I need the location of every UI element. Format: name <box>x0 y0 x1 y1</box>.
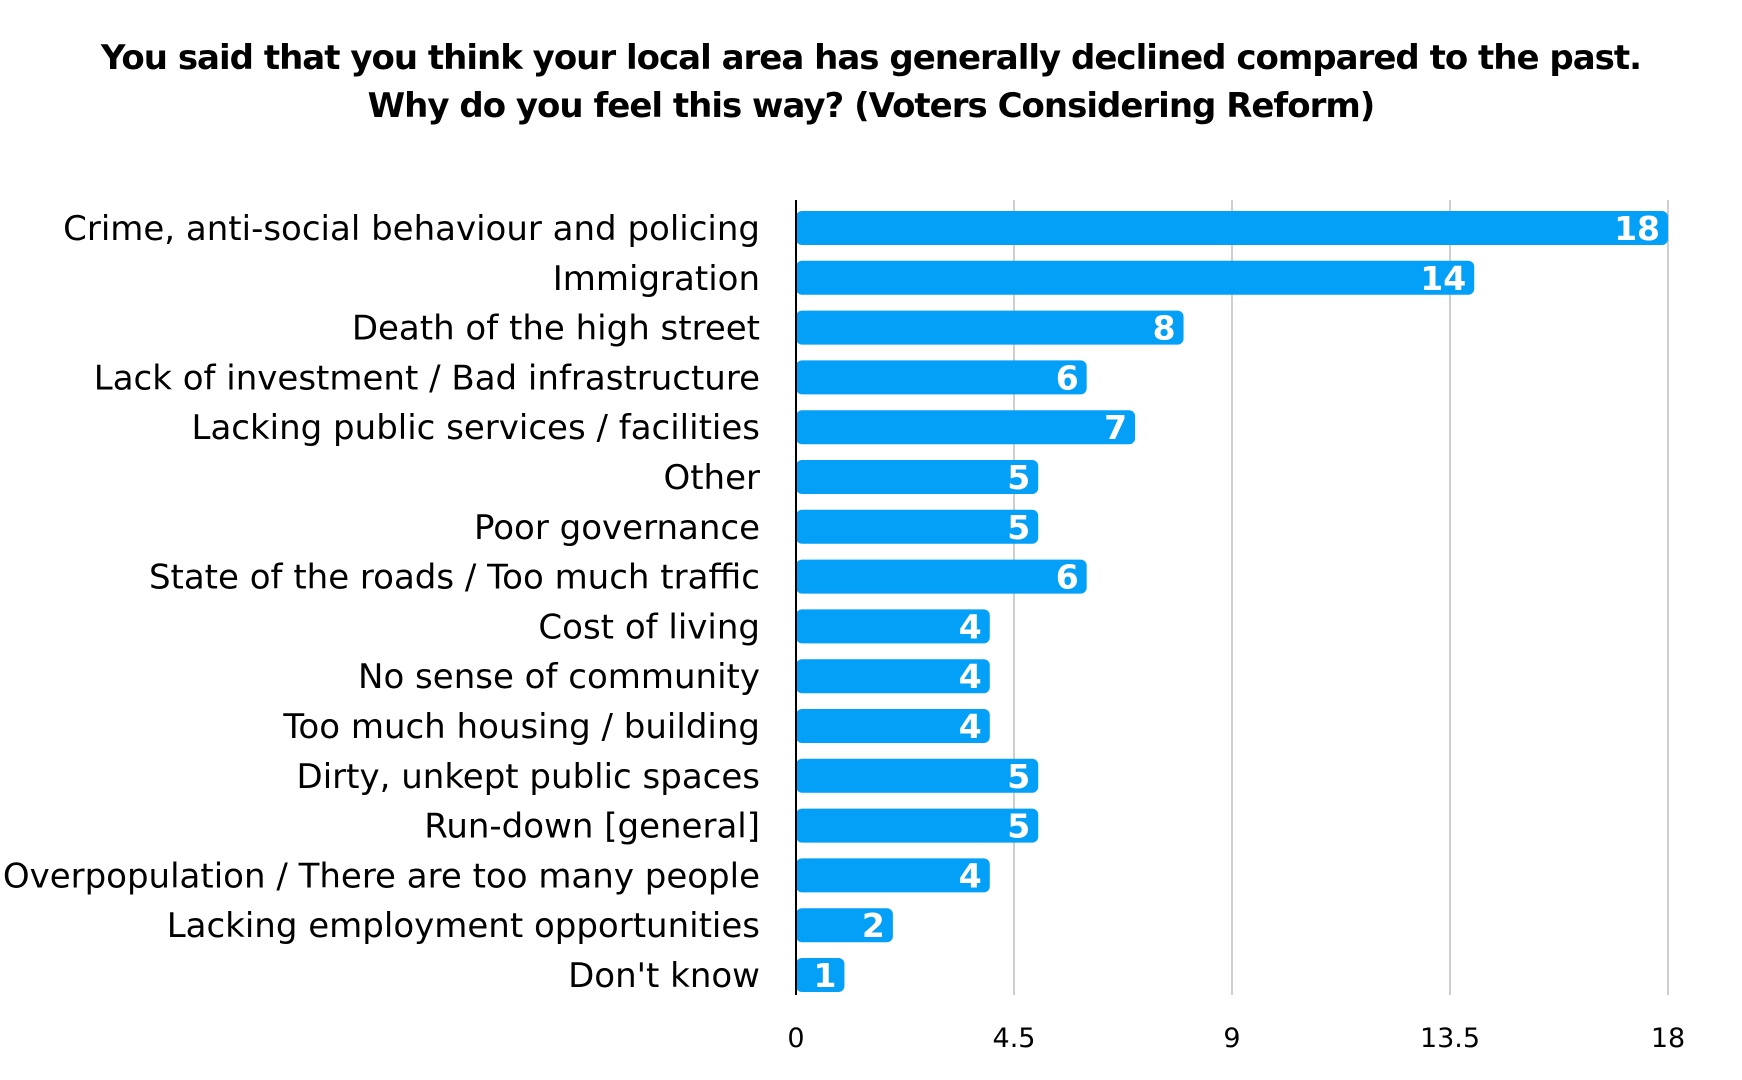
x-tick-label: 4.5 <box>993 1023 1036 1054</box>
category-label: Lacking public services / facilities <box>192 408 760 448</box>
chart-title: You said that you think your local area … <box>0 34 1742 130</box>
bar-value-label: 5 <box>1007 508 1030 547</box>
bar <box>796 659 990 694</box>
bar <box>796 211 1668 245</box>
chart-title-line-2: Why do you feel this way? (Voters Consid… <box>367 86 1376 126</box>
category-label: Overpopulation / There are too many peop… <box>3 856 760 896</box>
bar <box>796 958 845 992</box>
x-axis-ticks: 0 4.5 9 13.5 18 <box>787 1023 1685 1054</box>
category-label: Crime, anti-social behaviour and policin… <box>63 209 760 249</box>
bar-value-label: 1 <box>813 956 836 995</box>
bar <box>796 808 1039 843</box>
bar-value-label: 4 <box>959 607 982 646</box>
bar-value-label: 6 <box>1056 358 1079 397</box>
category-label: State of the roads / Too much traffic <box>149 558 760 598</box>
category-label: Too much housing / building <box>282 707 760 747</box>
bar-value-label: 4 <box>959 657 982 696</box>
category-label: Immigration <box>553 259 760 299</box>
category-label: Run-down [general] <box>424 807 760 847</box>
chart-title-line-1: You said that you think your local area … <box>100 38 1642 78</box>
x-tick-label: 0 <box>787 1023 804 1054</box>
bar <box>796 310 1184 345</box>
bar <box>796 709 990 743</box>
x-tick-label: 18 <box>1651 1023 1685 1054</box>
category-label: Don't know <box>568 956 760 996</box>
x-tick-label: 9 <box>1223 1023 1240 1054</box>
bar-value-label: 4 <box>959 856 982 895</box>
bar <box>796 559 1087 594</box>
bar-value-label: 7 <box>1104 408 1127 447</box>
bar <box>796 360 1087 395</box>
bar-value-label: 18 <box>1614 209 1660 248</box>
bar-value-label: 14 <box>1420 259 1466 298</box>
x-tick-label: 13.5 <box>1420 1023 1480 1054</box>
bar <box>796 410 1136 445</box>
bar <box>796 460 1039 494</box>
bar-value-label: 8 <box>1153 309 1176 348</box>
bar <box>796 609 990 644</box>
category-label: Dirty, unkept public spaces <box>297 757 760 797</box>
bar-value-label: 5 <box>1007 807 1030 846</box>
bar <box>796 758 1039 793</box>
category-label: Other <box>663 458 760 498</box>
bar-value-label: 5 <box>1007 458 1030 497</box>
category-label: Cost of living <box>538 607 760 647</box>
bar <box>796 260 1475 295</box>
bar-value-label: 4 <box>959 707 982 746</box>
bar-value-label: 6 <box>1056 558 1079 597</box>
category-label: Death of the high street <box>352 309 760 349</box>
bar-value-label: 5 <box>1007 757 1030 796</box>
bar <box>796 908 893 943</box>
category-labels: Crime, anti-social behaviour and policin… <box>3 209 760 996</box>
category-label: Lacking employment opportunities <box>167 906 760 946</box>
category-label: Poor governance <box>474 508 760 548</box>
bar-value-label: 2 <box>862 906 885 945</box>
bar <box>796 858 990 893</box>
category-label: Lack of investment / Bad infrastructure <box>94 358 760 398</box>
category-label: No sense of community <box>358 657 760 697</box>
bar <box>796 509 1039 544</box>
